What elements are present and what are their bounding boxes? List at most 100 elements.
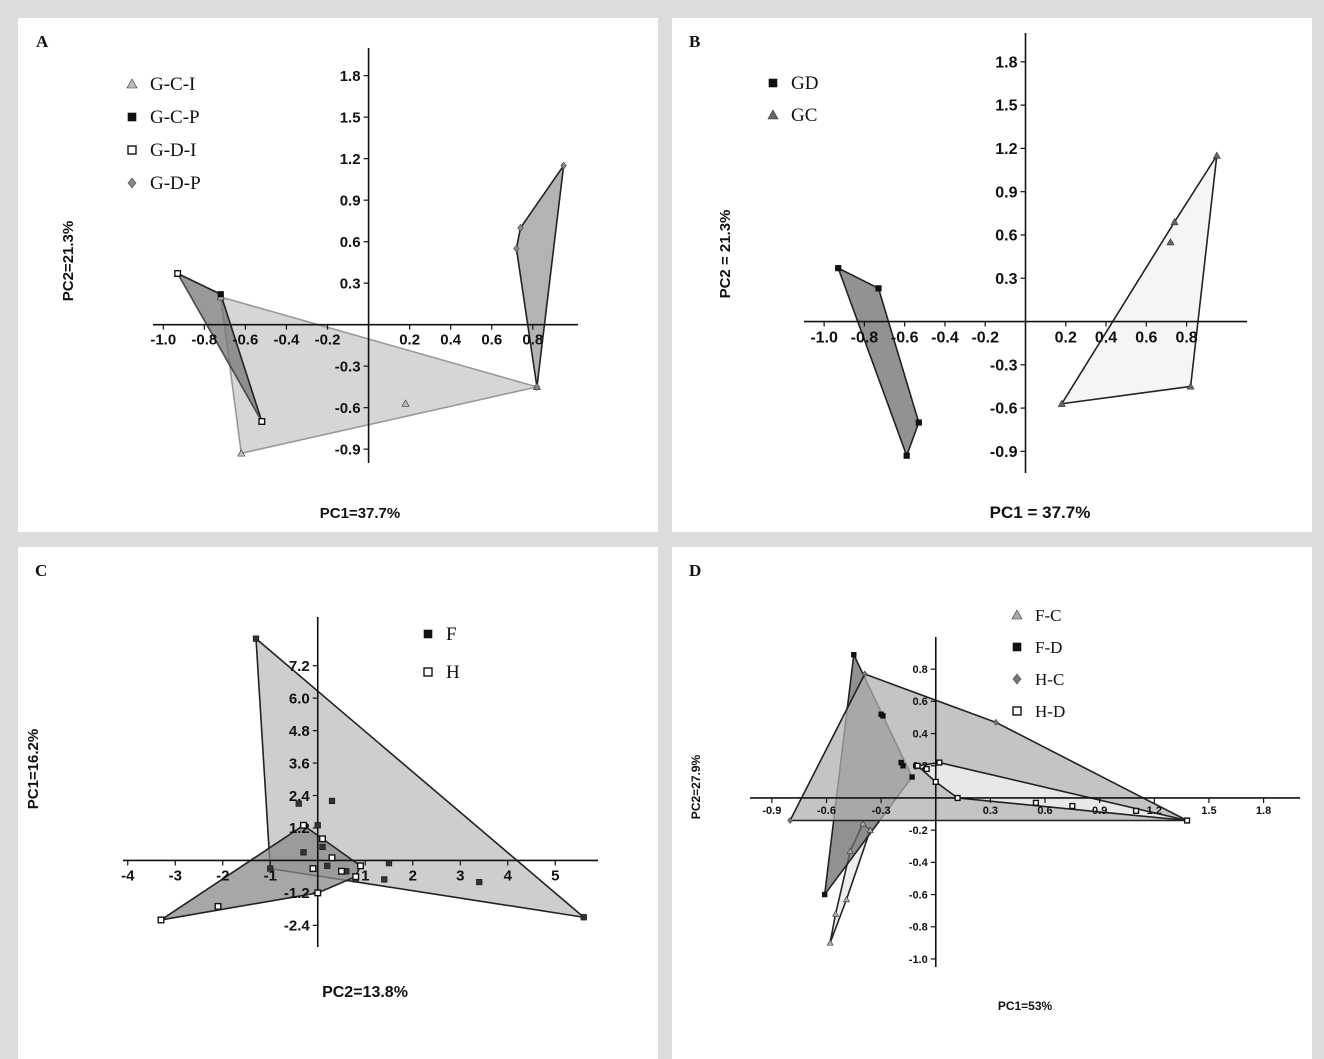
y-tick-label: -0.3 [990, 357, 1018, 374]
y-tick-label: -0.6 [335, 400, 361, 417]
legend-marker-g-d-p [127, 177, 137, 189]
data-point [1132, 807, 1140, 814]
hull-g-c-i [219, 296, 538, 455]
data-point [954, 794, 961, 802]
y-tick-label: 1.5 [995, 98, 1017, 115]
legend: FH [423, 624, 460, 683]
x-axis-label: PC2=13.8% [322, 984, 408, 1001]
data-point [319, 843, 326, 851]
x-tick-label: -0.3 [872, 805, 891, 817]
data-point [513, 244, 520, 253]
x-tick-label: 5 [551, 867, 559, 884]
legend-marker-g-d-i [127, 145, 137, 155]
hull-gc [1060, 154, 1218, 405]
y-tick-label: -0.3 [335, 358, 361, 375]
x-tick-label: -0.4 [931, 330, 959, 347]
x-tick-label: 2 [409, 867, 417, 884]
series-h-d [914, 759, 1191, 824]
legend-marker-h-d [1012, 706, 1022, 716]
panel-d: D -0.9 -0.6 -0.3 0.3 0.6 0.9 1.2 1.5 1.8 -1.0 -0.8 -… [672, 547, 1312, 1059]
data-point [401, 399, 410, 407]
data-point [914, 762, 921, 769]
data-point [787, 817, 793, 824]
data-point [878, 711, 884, 717]
y-tick-label: 0.6 [995, 228, 1017, 245]
legend-marker-h [423, 667, 433, 677]
data-point [898, 759, 904, 766]
panel-letter: C [35, 561, 47, 580]
panel-b: B -1.0 -0.8 -0.6 -0.4 -0.2 0.2 0.4 0.6 0.8 -0.9 -0.… [672, 18, 1312, 532]
x-tick-label: -1.0 [810, 330, 838, 347]
data-point [826, 939, 834, 946]
data-point [903, 452, 910, 459]
data-point [476, 878, 483, 886]
data-point [859, 820, 867, 827]
data-point [851, 652, 857, 658]
legend: G-C-I G-C-P G-D-I G-D-P [126, 74, 201, 194]
data-point [328, 854, 336, 862]
data-point [1212, 151, 1221, 159]
data-point [1069, 802, 1076, 810]
legend-marker-h-c [1012, 673, 1022, 685]
x-tick-label: 0.4 [1095, 330, 1117, 347]
data-point [295, 800, 302, 807]
x-tick-label: 0.2 [1055, 330, 1077, 347]
data-point [580, 914, 587, 921]
x-tick-label: -0.4 [274, 332, 301, 349]
data-point [338, 867, 346, 875]
data-point [328, 797, 336, 805]
series-gc [1057, 151, 1221, 407]
x-tick-label: 3 [456, 867, 464, 884]
x-tick-label: 1.8 [1256, 805, 1271, 817]
data-point [843, 895, 851, 903]
data-point [214, 902, 222, 910]
data-point [324, 862, 331, 869]
x-tick-label: -2 [216, 867, 229, 884]
y-tick-label: -1.2 [284, 885, 310, 902]
y-tick-label: 6.0 [289, 690, 310, 707]
data-point [821, 891, 828, 898]
y-tick-label: 0.3 [995, 271, 1017, 288]
legend-label-gc: GC [791, 105, 817, 126]
x-tick-label: -0.6 [817, 805, 836, 817]
series-g-d-p [513, 161, 567, 391]
x-tick-label: 1.2 [1147, 805, 1162, 817]
series-gd [835, 265, 922, 459]
hull-g-d-i [177, 273, 263, 422]
y-tick-label: -1.0 [909, 954, 928, 966]
chart-d: D -0.9 -0.6 -0.3 0.3 0.6 0.9 1.2 1.5 1.8 -1.0 -0.8 -… [689, 561, 1300, 1013]
y-tick-label: 4.8 [289, 723, 310, 740]
hull-g-d-p [515, 164, 565, 388]
y-tick-label: -0.4 [909, 857, 929, 869]
data-point [909, 774, 915, 780]
legend: GD GC [767, 73, 818, 126]
chart-c: C-4 -3 -2 -1 1 2 3 4 5-2.4-1.21.22.43.64.86.07.2… [25, 561, 598, 1001]
data-point [252, 635, 260, 642]
y-tick-label: 1.8 [340, 68, 361, 85]
data-point [357, 862, 365, 870]
x-tick-label: 0.6 [481, 332, 502, 349]
panel-c: C -4 -3 -2 -1 1 2 3 4 5 -2.4 -1.2 1.2 2.4 3.6 4.8 6.0 7.2… [18, 547, 658, 1059]
y-tick-label: 1.2 [340, 151, 361, 168]
data-point [1170, 217, 1179, 226]
x-tick-label: 0.9 [1092, 805, 1107, 817]
data-point [866, 826, 874, 833]
data-point [835, 265, 842, 272]
legend: F-C F-D H-C H-D [1011, 606, 1065, 721]
data-point [1032, 799, 1040, 806]
data-point [300, 821, 308, 829]
data-point [300, 849, 307, 856]
data-point [861, 670, 868, 678]
legend-label-h-c: H-C [1035, 670, 1064, 689]
data-point [267, 865, 274, 872]
x-tick-label: 0.3 [983, 805, 998, 817]
x-tick-label: 4 [504, 867, 513, 884]
legend-label-f: F [446, 624, 457, 645]
hull-f [255, 637, 585, 919]
chart-b: B -1.0 -0.8 -0.6 -0.4 -0.2 0.2 0.4 0.6 0.8 -0.9 -0.… [689, 32, 1247, 522]
legend-label-f-c: F-C [1035, 606, 1061, 625]
data-point [258, 418, 266, 426]
x-tick-label: -1.0 [150, 332, 176, 349]
y-axis-label: PC2 = 21.3% [717, 210, 734, 299]
data-point [217, 291, 224, 298]
